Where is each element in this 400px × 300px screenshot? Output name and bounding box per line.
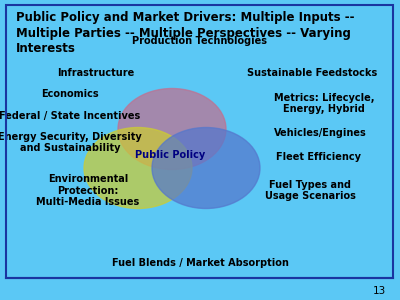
Text: Metrics: Lifecycle,
Energy, Hybrid: Metrics: Lifecycle, Energy, Hybrid [274, 93, 374, 114]
Text: Infrastructure: Infrastructure [57, 68, 135, 79]
Text: Public Policy and Market Drivers: Multiple Inputs --
Multiple Parties -- Multipl: Public Policy and Market Drivers: Multip… [16, 11, 354, 56]
Text: Sustainable Feedstocks: Sustainable Feedstocks [247, 68, 377, 79]
Text: Public Policy: Public Policy [135, 149, 205, 160]
Text: Federal / State Incentives: Federal / State Incentives [0, 110, 141, 121]
Text: Fuel Types and
Usage Scenarios: Fuel Types and Usage Scenarios [264, 180, 356, 201]
Text: Fleet Efficiency: Fleet Efficiency [276, 152, 360, 163]
Circle shape [118, 88, 226, 170]
Text: 13: 13 [373, 286, 386, 296]
Text: Environmental
Protection:
Multi-Media Issues: Environmental Protection: Multi-Media Is… [36, 174, 140, 207]
Text: Economics: Economics [41, 89, 99, 100]
Text: Vehicles/Engines: Vehicles/Engines [274, 128, 366, 139]
Text: Energy Security, Diversity
and Sustainability: Energy Security, Diversity and Sustainab… [0, 132, 142, 153]
Circle shape [84, 128, 192, 208]
Text: Production Technologies: Production Technologies [132, 35, 268, 46]
Text: Fuel Blends / Market Absorption: Fuel Blends / Market Absorption [112, 257, 288, 268]
Circle shape [152, 128, 260, 208]
